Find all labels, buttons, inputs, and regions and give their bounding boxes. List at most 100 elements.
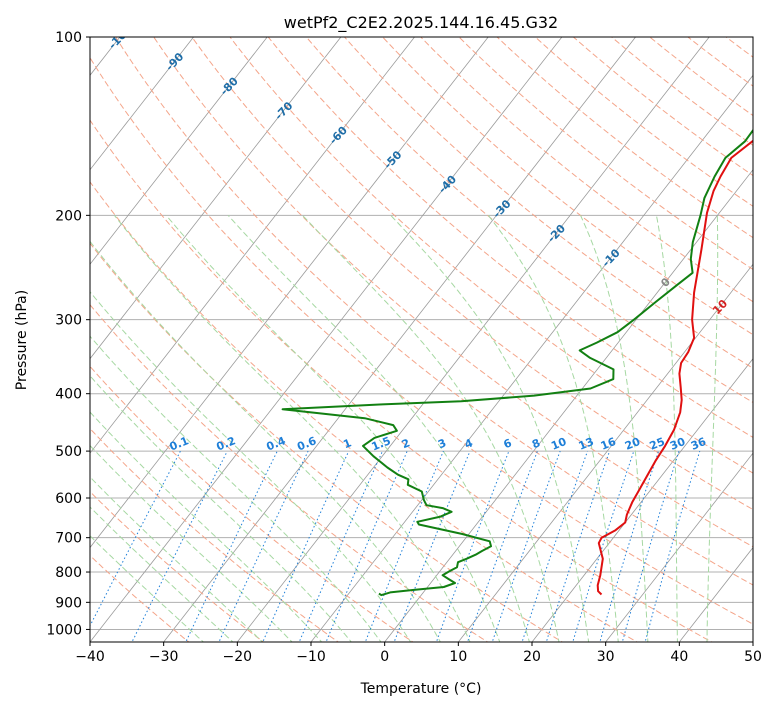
dry-adiabat-line bbox=[648, 37, 753, 117]
mixing-ratio-label: 13 bbox=[577, 435, 596, 453]
isotherm-line bbox=[90, 37, 195, 171]
dry-adiabat-line bbox=[115, 37, 753, 586]
dry-adiabat-line bbox=[747, 24, 775, 645]
dewpoint-line bbox=[281, 128, 753, 597]
moist-adiabat-line bbox=[90, 291, 412, 642]
x-tick-label: −10 bbox=[296, 649, 326, 665]
moist-adiabat-line bbox=[90, 444, 293, 642]
mixing-ratio-line bbox=[325, 450, 408, 642]
dry-adiabat-line bbox=[267, 37, 753, 438]
isotherm-line bbox=[90, 37, 342, 360]
moist-adiabat-line bbox=[165, 214, 501, 642]
moist-adiabat-line bbox=[90, 375, 352, 642]
mixing-ratio-line bbox=[545, 450, 611, 642]
dry-adiabat-line bbox=[90, 119, 713, 642]
dry-adiabat-line bbox=[725, 37, 753, 58]
isotherm-line bbox=[163, 37, 637, 642]
mixing-ratio-line bbox=[364, 450, 444, 642]
y-tick-label: 1000 bbox=[46, 622, 82, 638]
moist-adiabat-line bbox=[90, 506, 234, 642]
temperature-line bbox=[596, 139, 753, 596]
chart-title: wetPf2_C2E2.2025.144.16.45.G32 bbox=[284, 13, 558, 33]
mixing-ratio-line bbox=[644, 450, 701, 642]
dry-adiabat-line bbox=[90, 490, 265, 642]
moist-adiabat-line bbox=[390, 214, 590, 642]
dry-adiabat-label: -90 bbox=[163, 50, 186, 74]
moist-adiabat-line bbox=[655, 215, 678, 642]
plot-grid bbox=[90, 24, 775, 645]
y-tick-label: 600 bbox=[55, 491, 82, 507]
mixing-ratio-line bbox=[466, 450, 538, 642]
mixing-ratio-label: 30 bbox=[668, 435, 687, 453]
dry-adiabat-line bbox=[381, 37, 753, 336]
x-tick-label: −30 bbox=[149, 649, 179, 665]
dry-adiabat-line bbox=[90, 304, 489, 642]
mixing-ratio-line bbox=[393, 450, 471, 642]
moist-adiabat-line bbox=[302, 214, 560, 642]
mixing-ratio-line bbox=[491, 450, 561, 642]
x-tick-label: 40 bbox=[670, 649, 688, 665]
y-tick-label: 700 bbox=[55, 531, 82, 547]
y-tick-label: 900 bbox=[55, 595, 82, 611]
mixing-ratio-label: 1 bbox=[341, 436, 353, 451]
moist-adiabat-line bbox=[90, 535, 205, 642]
plot-series bbox=[281, 128, 753, 597]
x-tick-label: 10 bbox=[449, 649, 467, 665]
mixing-ratio-label: 4 bbox=[463, 436, 475, 451]
mixing-ratio-line bbox=[218, 450, 309, 642]
moist-adiabat-line bbox=[706, 215, 719, 642]
dry-adiabat-line bbox=[90, 365, 414, 642]
moist-adiabat-line bbox=[90, 411, 323, 642]
mixing-ratio-label: 25 bbox=[648, 435, 667, 453]
isotherm-line bbox=[384, 169, 753, 642]
dry-adiabat-line bbox=[458, 37, 753, 271]
x-tick-label: 30 bbox=[597, 649, 615, 665]
mixing-ratio-label: 10 bbox=[549, 435, 568, 453]
dry-adiabat-label: -80 bbox=[218, 74, 241, 98]
dry-adiabat-label: -30 bbox=[490, 197, 513, 221]
moist-adiabat-line bbox=[90, 335, 382, 642]
mixing-ratio-label: 3 bbox=[436, 436, 448, 451]
y-tick-label: 200 bbox=[55, 208, 82, 224]
dry-adiabat-label: 10 bbox=[710, 297, 730, 317]
mixing-ratio-line bbox=[621, 450, 680, 642]
isotherm-line bbox=[236, 37, 710, 642]
y-tick-label: 400 bbox=[55, 387, 82, 403]
x-tick-label: 0 bbox=[380, 649, 389, 665]
moist-adiabat-line bbox=[114, 214, 471, 642]
mixing-ratio-line bbox=[131, 450, 228, 642]
isotherm-line bbox=[531, 358, 753, 642]
isotherm-line bbox=[310, 74, 753, 642]
dry-adiabat-line bbox=[191, 37, 753, 511]
mixing-ratio-line bbox=[521, 450, 588, 642]
dry-adiabat-line bbox=[153, 37, 753, 548]
y-axis-label: Pressure (hPa) bbox=[14, 290, 30, 390]
mixing-ratio-label: 6 bbox=[502, 436, 514, 451]
moist-adiabat-line bbox=[580, 215, 649, 642]
dry-adiabat-line bbox=[305, 37, 753, 404]
isotherm-line bbox=[90, 37, 268, 265]
y-tick-label: 100 bbox=[55, 30, 82, 46]
mixing-ratio-label: 16 bbox=[599, 435, 618, 453]
dry-adiabat-label: -60 bbox=[327, 124, 350, 148]
moist-adiabat-line bbox=[487, 214, 619, 642]
dry-adiabat-line bbox=[610, 37, 753, 146]
moist-adiabat-line bbox=[90, 240, 441, 642]
dry-adiabat-line bbox=[90, 242, 564, 642]
x-tick-label: −20 bbox=[223, 649, 253, 665]
mixing-ratio-label: 2 bbox=[400, 436, 412, 451]
x-tick-label: 20 bbox=[523, 649, 541, 665]
dry-adiabat-line bbox=[572, 37, 753, 177]
dry-adiabat-label: -10 bbox=[600, 246, 623, 270]
mixing-ratio-line bbox=[435, 450, 510, 642]
mixing-ratio-label: 8 bbox=[530, 436, 542, 451]
dry-adiabat-label: -20 bbox=[545, 222, 568, 246]
x-tick-label: 50 bbox=[744, 649, 762, 665]
mixing-ratio-line bbox=[599, 450, 659, 642]
isotherm-line bbox=[90, 37, 563, 642]
x-tick-label: −40 bbox=[75, 649, 105, 665]
dry-adiabat-line bbox=[90, 427, 340, 642]
mixing-ratio-line bbox=[185, 450, 278, 642]
mixing-ratio-label: 36 bbox=[689, 435, 708, 453]
plot-frame bbox=[89, 36, 754, 643]
